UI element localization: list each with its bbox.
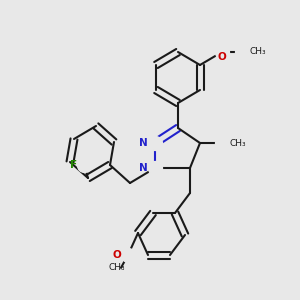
- Text: O: O: [218, 52, 226, 62]
- Text: N: N: [139, 163, 148, 173]
- Text: F: F: [70, 160, 77, 170]
- Text: O: O: [112, 250, 121, 260]
- Text: CH₃: CH₃: [250, 47, 267, 56]
- Text: CH₃: CH₃: [109, 262, 125, 272]
- Text: CH₃: CH₃: [230, 139, 247, 148]
- Text: N: N: [139, 138, 148, 148]
